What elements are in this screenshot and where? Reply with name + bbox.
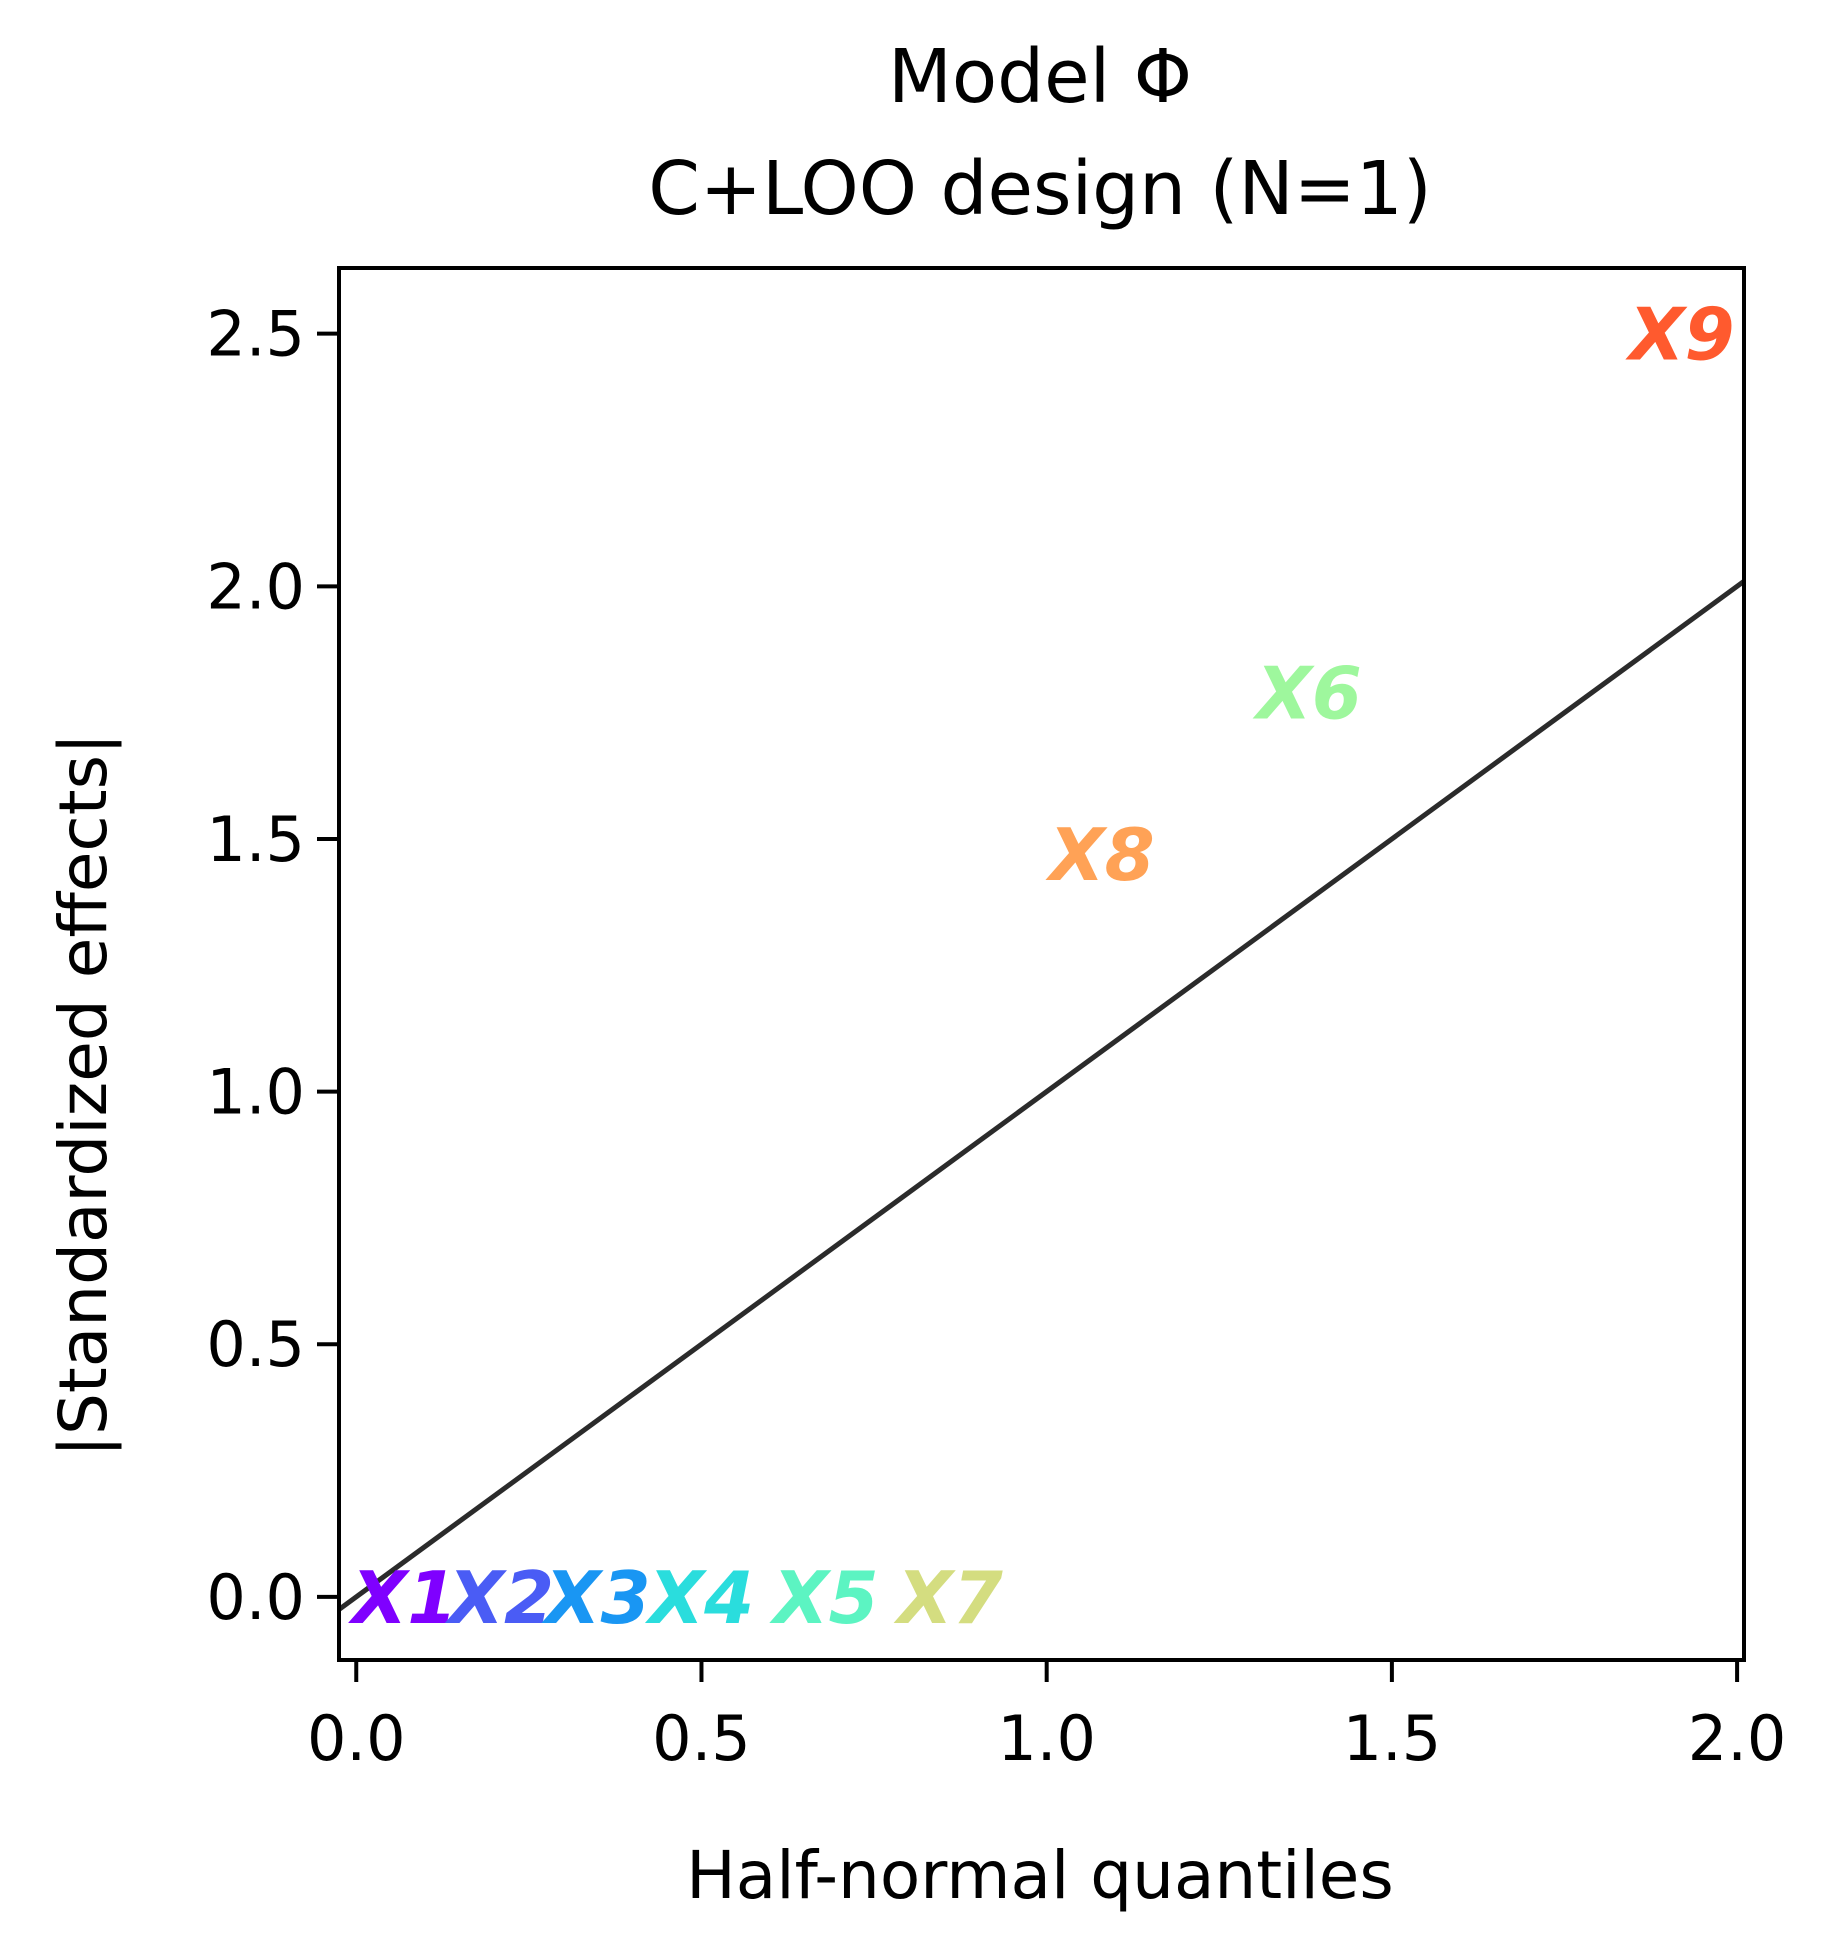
y-tick-label: 1.0 — [206, 1056, 305, 1129]
point-label-x4: X4 — [645, 1556, 755, 1640]
y-axis-label: |Standardized effects| — [45, 733, 122, 1457]
y-tick-label: 0.5 — [206, 1308, 305, 1381]
y-tick-label: 2.0 — [206, 550, 305, 623]
x-axis-label: Half-normal quantiles — [686, 1837, 1394, 1914]
y-tick-label: 0.0 — [206, 1561, 305, 1634]
point-label-x5: X5 — [769, 1556, 879, 1640]
chart-subtitle: C+LOO design (N=1) — [648, 146, 1431, 232]
y-tick-label: 2.5 — [206, 298, 305, 371]
point-label-x2: X2 — [444, 1556, 554, 1640]
point-label-x3: X3 — [541, 1556, 651, 1640]
axes-frame — [337, 266, 1746, 1662]
point-label-x8: X8 — [1045, 813, 1155, 897]
point-label-x7: X7 — [893, 1556, 1003, 1640]
y-tick-label: 1.5 — [206, 803, 305, 876]
reference-line — [337, 579, 1746, 1612]
x-tick-label: 2.0 — [1688, 1702, 1787, 1775]
point-label-x1: X1 — [348, 1556, 458, 1640]
chart-title: Model Φ — [888, 34, 1192, 120]
x-tick-label: 1.5 — [1343, 1702, 1442, 1775]
point-label-x6: X6 — [1252, 651, 1362, 735]
x-tick-label: 0.0 — [307, 1702, 406, 1775]
point-label-x9: X9 — [1625, 293, 1735, 377]
x-tick-label: 0.5 — [652, 1702, 751, 1775]
x-tick-label: 1.0 — [997, 1702, 1096, 1775]
